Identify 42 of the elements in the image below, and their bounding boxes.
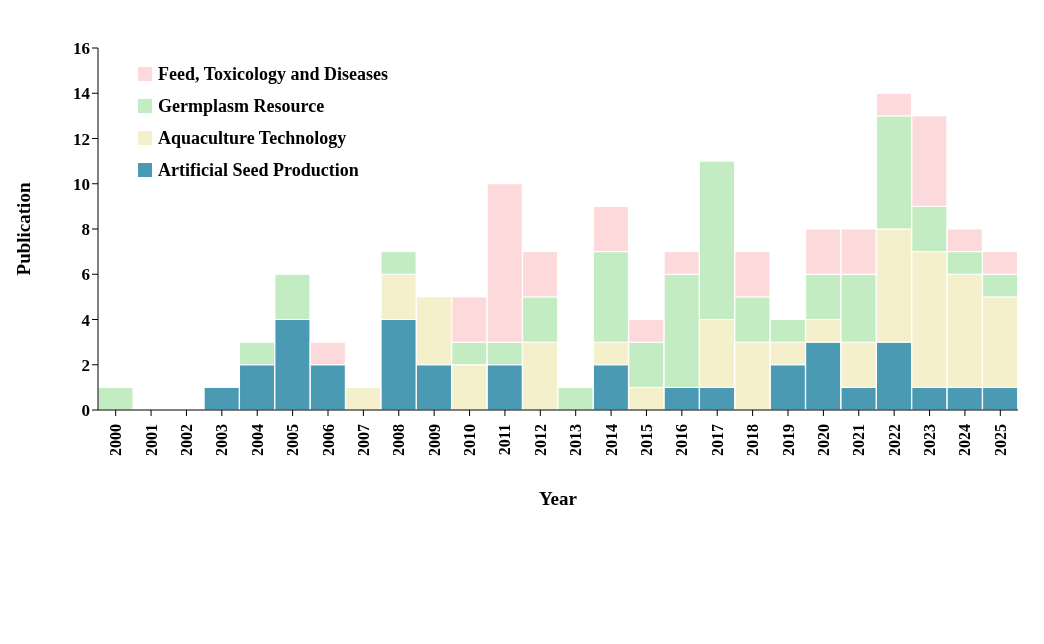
x-tick-label: 2022 <box>885 424 903 456</box>
legend-label: Germplasm Resource <box>158 95 325 117</box>
x-tick-label: 2019 <box>779 424 797 456</box>
x-tick-label: 2006 <box>319 424 337 456</box>
y-tick-label: 0 <box>81 401 90 421</box>
y-tick-label: 4 <box>81 310 91 330</box>
x-tick-label: 2009 <box>425 424 443 456</box>
x-tick-label: 2003 <box>213 424 231 456</box>
legend-label: Aquaculture Technology <box>158 127 347 149</box>
y-tick-label: 8 <box>81 220 90 240</box>
x-tick-label: 2013 <box>567 424 585 456</box>
y-tick-label: 14 <box>73 84 91 104</box>
y-tick-label: 2 <box>81 355 90 375</box>
x-tick-label: 2011 <box>496 424 514 456</box>
x-tick-label: 2017 <box>708 424 726 456</box>
legend-label: Artificial Seed Production <box>158 159 359 181</box>
x-tick-label: 2000 <box>107 424 125 456</box>
x-tick-label: 2025 <box>991 424 1009 456</box>
x-tick-label: 2015 <box>637 424 655 456</box>
x-tick-label: 2012 <box>531 424 549 456</box>
x-tick-label: 2023 <box>921 424 939 456</box>
x-tick-label: 2007 <box>354 424 372 456</box>
legend-label: Feed, Toxicology and Diseases <box>158 63 389 85</box>
y-axis-title: Publication <box>12 182 34 276</box>
x-tick-label: 2021 <box>850 424 868 456</box>
x-tick-label: 2024 <box>956 424 974 456</box>
x-tick-label: 2016 <box>673 424 691 456</box>
x-tick-label: 2001 <box>142 424 160 456</box>
x-tick-label: 2008 <box>390 424 408 456</box>
y-tick-label: 16 <box>73 39 90 59</box>
bar <box>97 386 134 410</box>
x-tick-label: 2018 <box>744 424 762 456</box>
x-axis-title: Year <box>539 488 578 509</box>
x-tick-label: 2005 <box>284 424 302 456</box>
x-tick-label: 2020 <box>814 424 832 456</box>
y-tick-label: 12 <box>73 129 90 149</box>
x-tick-label: 2004 <box>248 424 266 456</box>
y-tick-label: 10 <box>73 174 90 194</box>
x-tick-label: 2010 <box>461 424 479 456</box>
y-tick-label: 6 <box>81 265 90 285</box>
x-tick-label: 2014 <box>602 424 620 456</box>
x-tick-label: 2002 <box>177 424 195 456</box>
